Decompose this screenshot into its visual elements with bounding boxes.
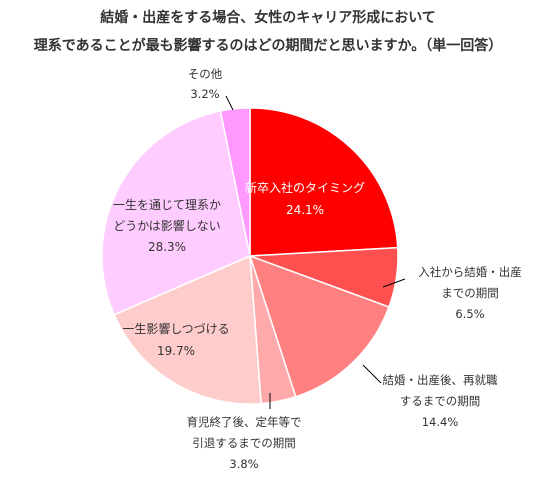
slice-value-3: 14.4% — [422, 415, 459, 429]
slice-label-2-line-1: 入社から結婚・出産 — [418, 265, 522, 279]
pie-slice-7 — [219, 107, 251, 257]
pie-slices — [101, 107, 399, 405]
chart-title-line-2: 理系であることが最も影響するのはどの期間だと思いますか。（単一回答） — [34, 37, 503, 54]
slice-value-4: 3.8% — [229, 457, 258, 471]
leader-line-7 — [225, 95, 234, 111]
slice-label-6-line-2: どうかは影響しない — [113, 218, 221, 233]
slice-label-3-line-1: 結婚・出産後、再就職 — [383, 373, 498, 387]
leader-lines — [225, 95, 406, 409]
slice-value-6: 28.3% — [148, 240, 186, 254]
chart-title-line-1: 結婚・出産をする場合、女性のキャリア形成において — [100, 9, 436, 26]
slice-label-3-line-2: するまでの期間 — [400, 394, 481, 408]
pie-slice-1 — [249, 107, 399, 257]
slice-value-2: 6.5% — [455, 307, 484, 321]
slice-label-4-line-1: 育児終了後、定年等で — [187, 415, 302, 429]
slice-value-1: 24.1% — [286, 203, 324, 217]
leader-line-2 — [382, 278, 406, 288]
slice-label-6-line-1: 一生を通じて理系か — [113, 198, 221, 212]
slice-label-1-line-1: 新卒入社のタイミング — [245, 180, 365, 195]
slice-value-7: 3.2% — [190, 87, 219, 101]
slice-label-2-line-2: までの期間 — [441, 286, 499, 300]
slice-value-5: 19.7% — [157, 344, 195, 358]
leader-line-3 — [362, 364, 382, 384]
slice-label-5-line-1: 一生影響しつづける — [122, 321, 229, 336]
pie-slice-6 — [101, 110, 251, 316]
slice-label-4-line-2: 引退するまでの期間 — [192, 436, 296, 450]
pie-slice-5 — [113, 254, 262, 405]
slice-label-7-line-1: その他 — [188, 67, 223, 81]
